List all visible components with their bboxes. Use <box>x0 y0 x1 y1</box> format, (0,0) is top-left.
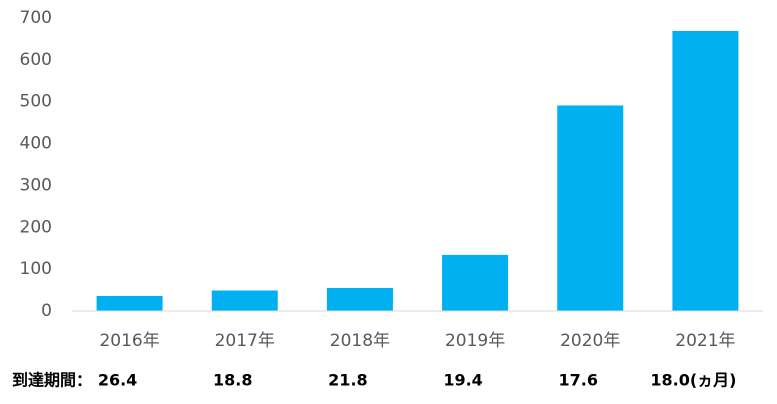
y-tick-label: 300 <box>20 175 52 195</box>
y-tick-label: 400 <box>20 134 52 154</box>
period-label: 18.8 <box>213 371 252 390</box>
period-label: 26.4 <box>98 371 137 390</box>
x-tick-label: 2021年 <box>675 331 735 351</box>
bar <box>211 290 278 311</box>
period-title: 到達期間： <box>12 371 92 390</box>
x-tick-label: 2020年 <box>560 331 620 351</box>
period-label: 18.0(ヵ月) <box>650 371 736 390</box>
period-label: 17.6 <box>559 371 598 390</box>
period-label: 19.4 <box>443 371 482 390</box>
x-tick-label: 2017年 <box>215 331 275 351</box>
bar <box>442 254 509 311</box>
period-label: 21.8 <box>328 371 367 390</box>
x-tick-label: 2018年 <box>330 331 390 351</box>
bar <box>326 287 393 311</box>
x-tick-label: 2016年 <box>99 331 159 351</box>
bar <box>557 105 624 311</box>
x-tick-label: 2019年 <box>445 331 505 351</box>
bar <box>672 30 739 312</box>
bar <box>96 295 163 311</box>
y-tick-label: 500 <box>20 92 52 112</box>
y-tick-label: 600 <box>20 50 52 70</box>
y-tick-label: 200 <box>20 217 52 237</box>
y-tick-label: 0 <box>41 301 52 321</box>
y-tick-label: 700 <box>20 8 52 28</box>
y-tick-label: 100 <box>20 259 52 279</box>
